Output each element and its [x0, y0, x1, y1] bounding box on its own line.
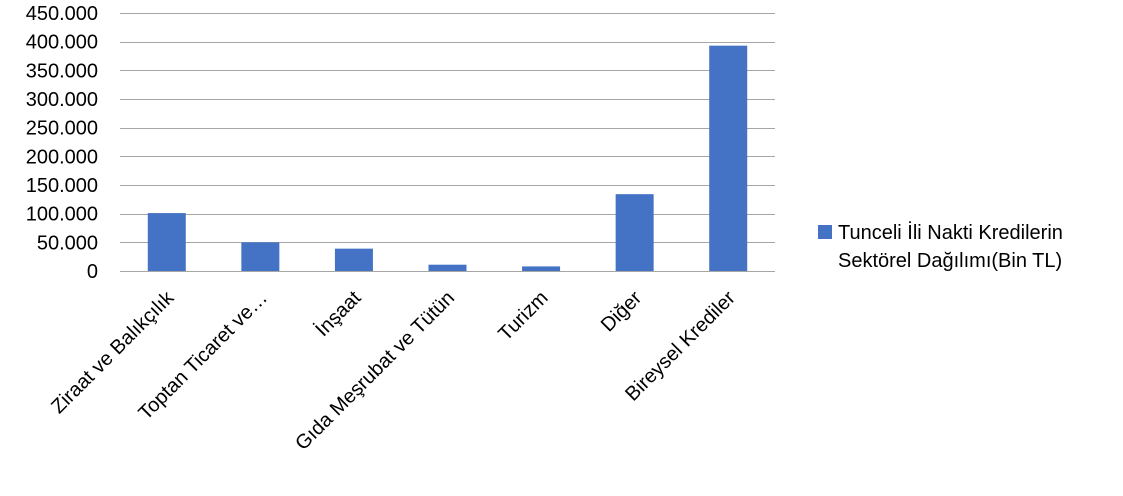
bars	[147, 45, 748, 272]
legend-label: Tunceli İli Nakti Kredilerin Sektörel Da…	[838, 222, 1063, 272]
bar	[615, 194, 654, 271]
y-tick-label: 0	[87, 261, 98, 283]
y-tick-label: 300.000	[26, 89, 98, 111]
bar	[428, 264, 467, 271]
x-tick-label: Diğer	[597, 287, 647, 337]
bar	[241, 242, 280, 271]
bar	[522, 266, 561, 271]
y-tick-label: 50.000	[37, 232, 98, 254]
y-axis-tick-labels: 0 50.000 100.000 150.000 200.000 250.000 300.0…	[26, 3, 98, 283]
x-tick-label: Turizm	[494, 287, 552, 345]
y-tick-label: 250.000	[26, 118, 98, 140]
y-tick-label: 350.000	[26, 60, 98, 82]
bar	[709, 45, 748, 272]
y-tick-label: 200.000	[26, 146, 98, 168]
y-tick-label: 150.000	[26, 175, 98, 197]
bar	[147, 213, 186, 271]
gridlines	[120, 13, 775, 272]
legend-swatch	[818, 225, 832, 239]
y-tick-label: 100.000	[26, 204, 98, 226]
y-tick-label: 450.000	[26, 3, 98, 25]
y-tick-label: 400.000	[26, 32, 98, 54]
x-tick-label: Gıda Meşrubat ve Tütün	[291, 287, 459, 455]
x-tick-label: İnşaat	[311, 286, 366, 341]
bar	[334, 248, 373, 271]
